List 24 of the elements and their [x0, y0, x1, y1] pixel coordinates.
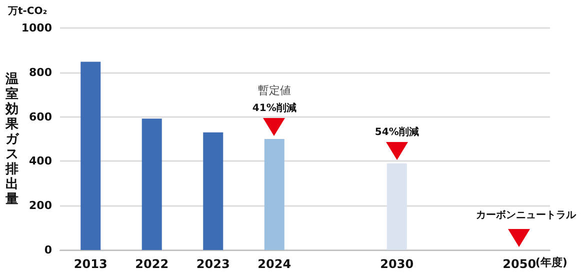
- bar: [142, 118, 162, 250]
- text: 温室効果ガス排出量: [6, 72, 18, 207]
- text: 万t-CO₂: [8, 5, 48, 18]
- y-tick-label: 0: [44, 244, 52, 256]
- annotation: カーボンニュートラル: [476, 209, 576, 222]
- x-tick-label: 2013: [74, 257, 108, 271]
- y-tick-label: 200: [29, 199, 52, 212]
- annotation: 41%削減: [251, 102, 298, 115]
- x-tick-label: 2050: [502, 257, 536, 271]
- bar: [203, 132, 224, 250]
- bar: [386, 163, 407, 250]
- x-axis-title: (年度): [535, 255, 568, 270]
- x-tick-label: 2023: [196, 257, 230, 271]
- bar: [264, 139, 284, 250]
- x-tick-label: 2024: [258, 257, 292, 271]
- y-tick-label: 1000: [21, 22, 52, 34]
- annotation: 54%削減: [374, 126, 420, 140]
- y-tick-label: 400: [29, 154, 52, 168]
- y-tick-label: 800: [29, 66, 52, 79]
- annotation: 暫定値: [256, 83, 292, 98]
- x-tick-label: 2022: [135, 257, 169, 271]
- y-tick-label: 600: [29, 110, 52, 124]
- bar: [80, 62, 101, 250]
- x-tick-label: 2030: [380, 257, 414, 271]
